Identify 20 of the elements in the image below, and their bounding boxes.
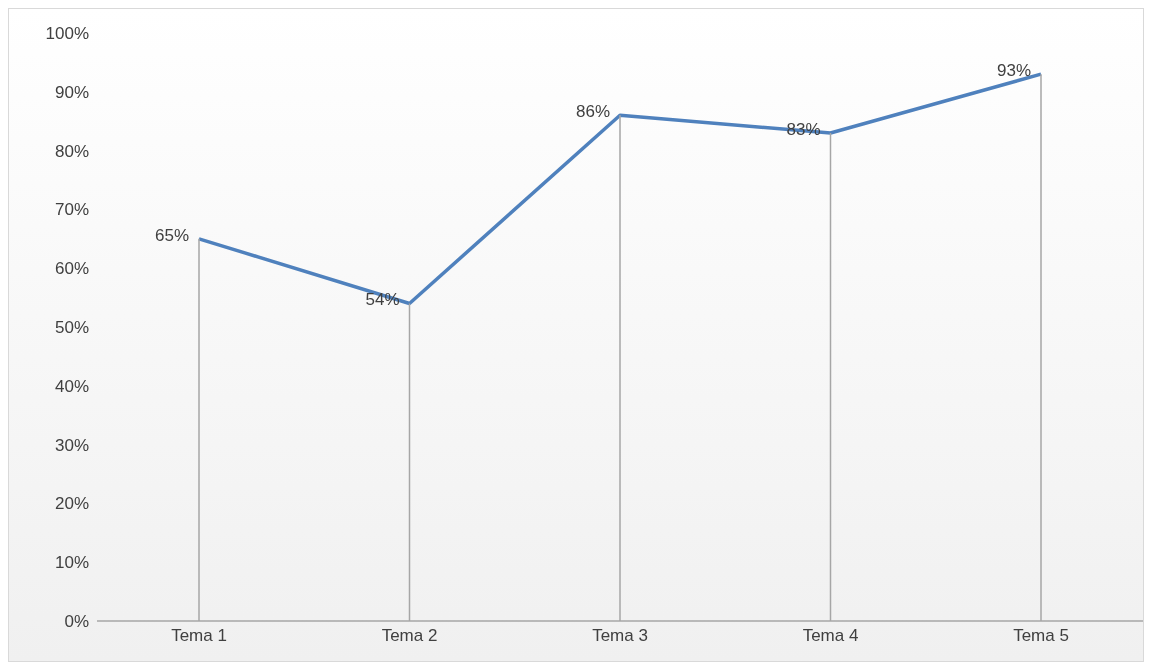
y-tick-label: 90% — [54, 82, 89, 102]
y-tick-label: 70% — [54, 200, 89, 220]
y-tick-label: 60% — [54, 259, 89, 279]
y-tick-label: 0% — [64, 612, 89, 632]
x-tick-label: Tema 2 — [381, 626, 438, 646]
text: 65% — [154, 225, 189, 245]
x-tick-label: Tema 3 — [592, 626, 648, 646]
x-tick-label: Tema 1 — [171, 626, 227, 646]
y-tick-label: 100% — [45, 24, 89, 44]
y-tick-label: 50% — [54, 318, 89, 338]
y-tick-label: 40% — [54, 376, 89, 396]
y-tick-label: 80% — [54, 141, 89, 161]
x-tick-label: Tema 5 — [1013, 626, 1069, 646]
y-tick-label: 30% — [54, 435, 89, 455]
y-tick-label: 10% — [54, 553, 89, 573]
text: 93% — [996, 61, 1031, 81]
text: 54% — [365, 290, 400, 310]
x-tick-label: Tema 4 — [802, 626, 859, 646]
text: 86% — [575, 102, 610, 122]
y-tick-label: 20% — [54, 494, 89, 514]
